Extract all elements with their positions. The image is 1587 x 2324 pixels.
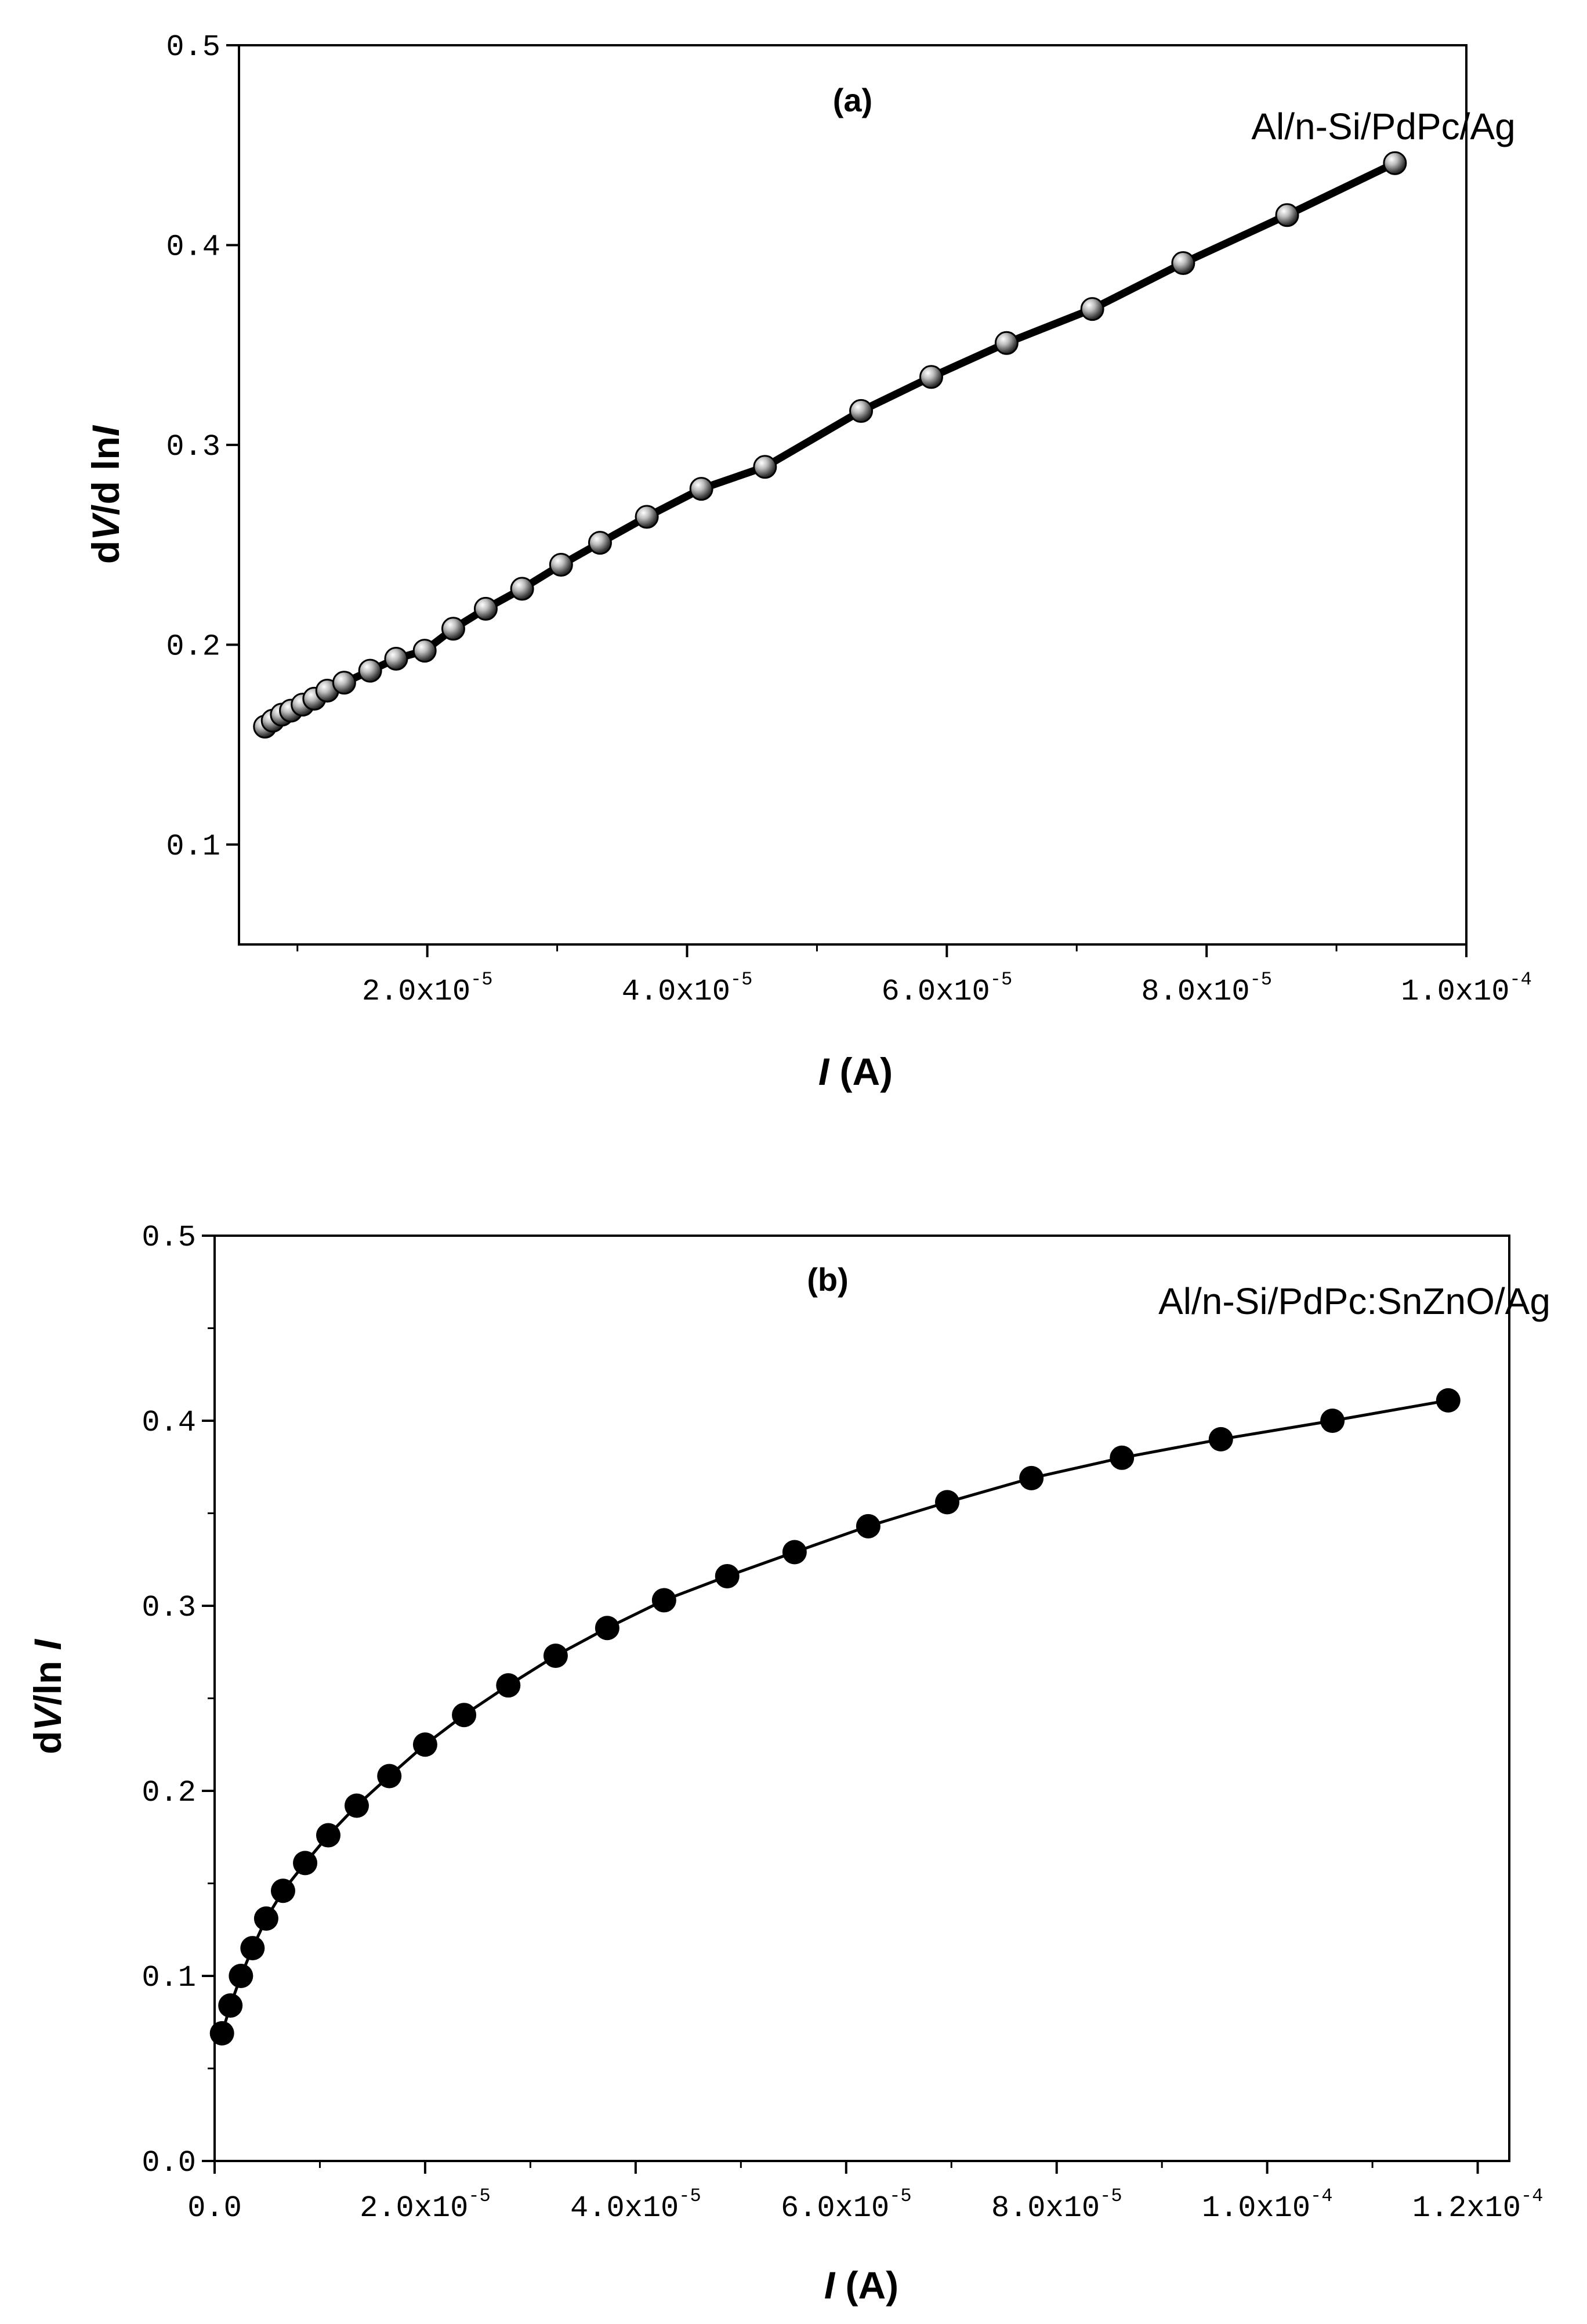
chart-a-data-point (849, 399, 874, 423)
chart-b-data-point (209, 2021, 234, 2046)
chart-a-data-point (412, 639, 437, 663)
chart-a-x-tick-label: 8.0x10-5 (1141, 969, 1272, 1009)
chart-b-data-point (253, 1906, 278, 1931)
chart-b-x-tick-label: 0.0 (187, 2191, 242, 2225)
chart-b-data-point (595, 1616, 619, 1641)
chart-a-y-ticks: 0.1 0.2 0.3 0.4 0.5 (166, 30, 239, 864)
chart-a-y-tick-label: 0.5 (166, 30, 220, 64)
chart-b-data-point (1110, 1445, 1135, 1470)
chart-a-y-tick-label: 0.2 (166, 629, 220, 664)
chart-b-x-tick-label: 1.0x10-4 (1202, 2185, 1333, 2225)
chart-a-data-point (689, 477, 713, 501)
chart-b-data-point (344, 1793, 369, 1818)
chart-a-data-point (549, 553, 573, 577)
chart-a-x-tick-label: 6.0x10-5 (882, 969, 1013, 1009)
chart-b-data-point (1019, 1465, 1044, 1490)
chart-b-data-point (782, 1540, 807, 1565)
chart-a-frame (238, 44, 1468, 946)
chart-a-ylabel: dV/d lnI (84, 425, 127, 564)
chart-b-data-point (1436, 1388, 1461, 1413)
chart-b-data-point (452, 1703, 477, 1728)
chart-b-data-point (1208, 1427, 1233, 1451)
chart-b-data-point (316, 1823, 340, 1848)
chart-b-y-tick-label: 0.5 (142, 1221, 196, 1255)
chart-b-x-ticks: 0.0 2.0x10-5 4.0x10-5 6.0x10-5 8.0x10-5 1.0x1… (187, 2161, 1543, 2225)
chart-b-y-ticks: 0.0 0.1 0.2 0.3 0.4 0.5 (142, 1221, 215, 2180)
chart-a-data-point (1171, 251, 1195, 275)
chart-b-y-tick-label: 0.0 (142, 2146, 196, 2180)
chart-a-series (253, 151, 1407, 739)
chart-a-data-point (1275, 203, 1299, 227)
chart-a-data-point (1080, 297, 1104, 321)
chart-a-xlabel: I (A) (818, 1050, 893, 1093)
chart-b-annotation: Al/n-Si/PdPc:SnZnO/Ag (1158, 1280, 1550, 1322)
chart-a-data-point (358, 658, 382, 683)
chart-a-data-point (473, 596, 498, 621)
chart-a-data-point (994, 331, 1019, 355)
chart-a-y-tick-label: 0.1 (166, 830, 220, 864)
chart-b-y-tick-label: 0.3 (142, 1591, 196, 1625)
chart-b-data-point (240, 1936, 265, 1961)
chart-b-data-point (270, 1878, 295, 1903)
chart-a-x-tick-label: 1.0x10-4 (1401, 969, 1532, 1009)
chart-b-data-point (856, 1514, 881, 1539)
chart-b-panel-label: (b) (807, 1261, 849, 1298)
chart-a-y-tick-label: 0.3 (166, 430, 220, 464)
chart-a-data-point (384, 646, 408, 671)
chart-b-y-tick-label: 0.1 (142, 1961, 196, 1995)
chart-a-data-point (441, 617, 465, 641)
chart-b-series-line (220, 1399, 1450, 2035)
chart-b-data-point (496, 1673, 521, 1698)
chart-b-y-tick-label: 0.2 (142, 1776, 196, 1810)
chart-b-y-tick-label: 0.4 (142, 1406, 196, 1440)
chart-b-data-point (293, 1851, 318, 1876)
chart-b-ylabel: dV/ln I (26, 1638, 69, 1754)
chart-b-data-point (715, 1563, 740, 1588)
chart-b-data-point (412, 1732, 437, 1757)
chart-a-data-point (1383, 151, 1407, 175)
chart-b-data-point (377, 1764, 402, 1789)
chart-b-x-tick-label: 8.0x10-5 (991, 2185, 1122, 2225)
chart-a-x-tick-label: 4.0x10-5 (622, 969, 753, 1009)
chart-a-data-point (635, 505, 659, 529)
chart-a-panel-label: (a) (833, 82, 872, 118)
chart-b-series (209, 1388, 1461, 2046)
chart-b-frame (213, 1235, 1510, 2162)
chart-b-x-tick-label: 1.2x10-4 (1412, 2185, 1543, 2225)
chart-b: 0.0 0.1 0.2 0.3 0.4 0.5 0.0 2.0x10-5 4.0x10-5 6.… (26, 1221, 1550, 2307)
chart-a-x-ticks: 2.0x10-5 4.0x10-5 6.0x10-5 8.0x10-5 1.0x10-4 (296, 944, 1532, 1009)
chart-b-x-tick-label: 6.0x10-5 (781, 2185, 912, 2225)
chart-a-data-point (753, 455, 777, 479)
chart-b-data-point (218, 1993, 243, 2018)
chart-a-data-point (919, 365, 943, 389)
chart-b-x-tick-label: 4.0x10-5 (570, 2185, 701, 2225)
chart-a: 0.1 0.2 0.3 0.4 0.5 2.0x10-5 4.0x10-5 6.0x10-5… (84, 30, 1532, 1093)
chart-a-data-point (510, 577, 534, 601)
chart-b-xlabel: I (A) (824, 2264, 898, 2307)
chart-a-x-tick-label: 2.0x10-5 (362, 969, 493, 1009)
chart-a-series-line (261, 159, 1399, 731)
chart-a-data-point (332, 671, 356, 695)
chart-a-data-point (588, 531, 612, 555)
chart-b-data-point (543, 1644, 568, 1668)
chart-b-data-point (651, 1588, 676, 1613)
chart-a-annotation: Al/n-Si/PdPc/Ag (1251, 106, 1515, 147)
chart-b-data-point (934, 1490, 959, 1515)
chart-b-x-tick-label: 2.0x10-5 (360, 2185, 491, 2225)
chart-b-data-point (1320, 1409, 1345, 1433)
chart-a-y-tick-label: 0.4 (166, 230, 220, 264)
chart-b-data-point (229, 1964, 253, 1988)
